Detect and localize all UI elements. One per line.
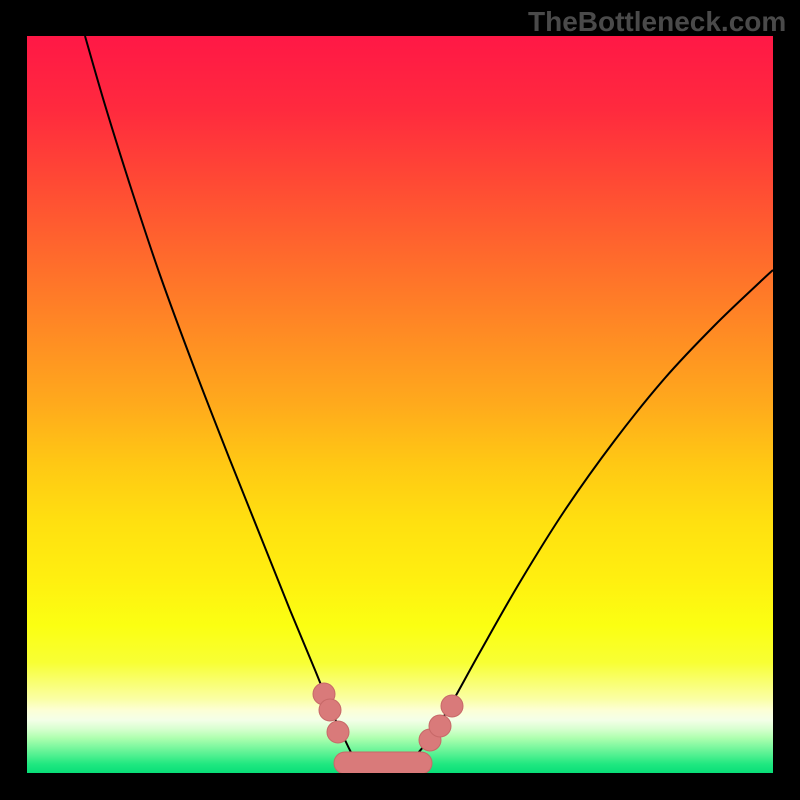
marker-bar (334, 752, 432, 774)
frame-bottom (0, 773, 800, 800)
frame-right (773, 0, 800, 800)
marker-dot (327, 721, 349, 743)
plot-background (27, 36, 773, 773)
frame-left (0, 0, 27, 800)
marker-dot (441, 695, 463, 717)
marker-dot (429, 715, 451, 737)
watermark-text: TheBottleneck.com (528, 6, 786, 38)
marker-dot (319, 699, 341, 721)
